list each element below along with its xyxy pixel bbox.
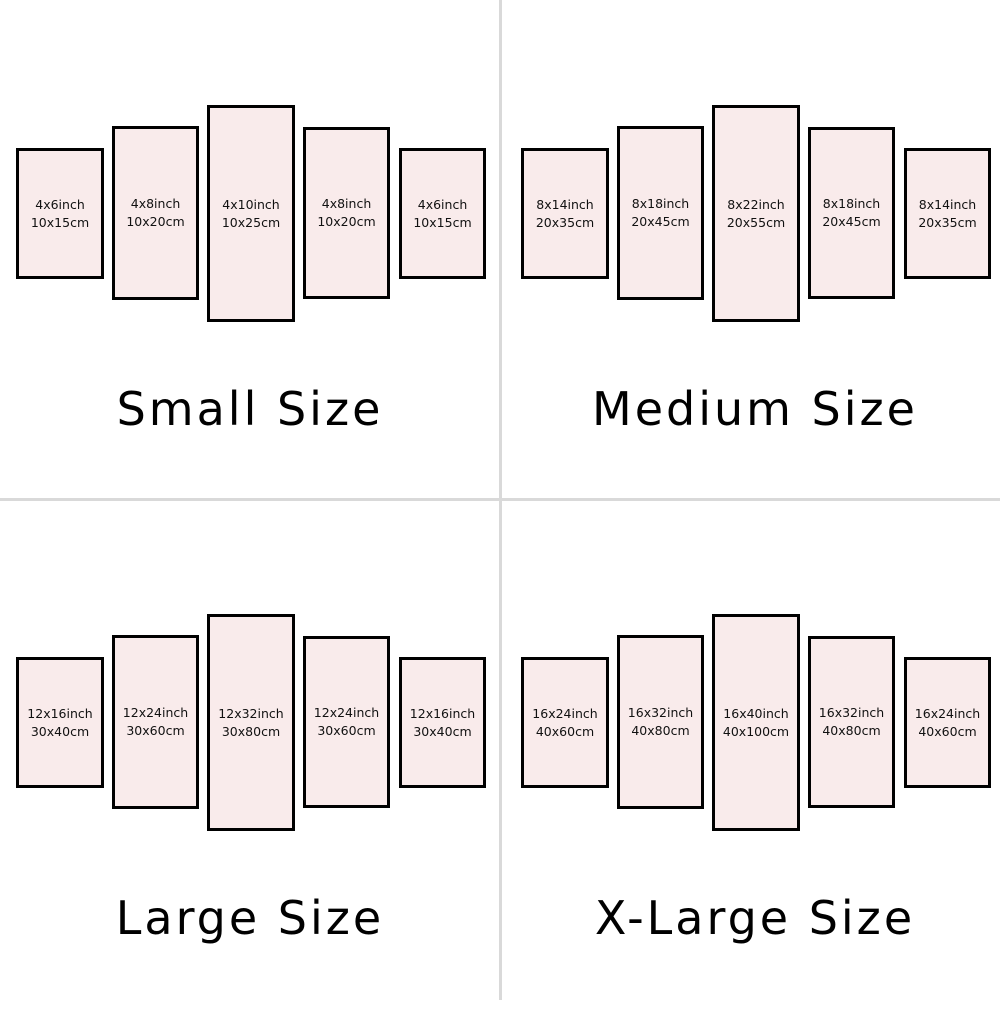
panel-size-cm: 30x80cm [221,723,281,739]
panel-size-cm: 10x25cm [221,214,281,230]
size-option-4: 16x24inch 40x60cm 16x32inch 40x80cm 16x40inc… [505,509,1000,1009]
panel-size-cm: 40x60cm [918,723,977,739]
panel-size-cm: 10x20cm [126,214,185,229]
panel-size-inch: 8x22inch [727,196,785,212]
panel-size-inch: 8x18inch [631,196,690,211]
panel-size-inch: 16x40inch [723,705,789,721]
canvas-panel: 12x24inch 30x60cm [303,636,390,808]
panel-size-cm: 40x80cm [631,723,690,738]
canvas-panel: 4x6inch 10x15cm [16,148,104,279]
canvas-panel: 12x32inch 30x80cm [207,614,295,831]
panel-size-inch: 16x32inch [627,705,694,720]
panel-size-cm: 40x80cm [822,723,881,738]
panel-size-inch: 4x6inch [417,196,468,212]
panel-size-cm: 10x15cm [30,214,90,230]
panel-size-inch: 4x8inch [321,196,372,211]
panel-size-cm: 20x35cm [535,214,595,230]
panel-size-inch: 4x10inch [222,196,280,212]
size-title: Small Size [116,382,384,436]
canvas-panel: 4x6inch 10x15cm [399,148,486,279]
canvas-panel: 4x10inch 10x25cm [207,105,295,322]
size-title: Medium Size [592,382,918,436]
panel-size-inch: 12x16inch [27,705,93,721]
panel-size-inch: 16x24inch [914,705,981,721]
size-option-3: 12x16inch 30x40cm 12x24inch 30x60cm 12x32inc… [0,509,500,1009]
panel-size-inch: 8x14inch [918,196,977,212]
panel-size-cm: 30x40cm [30,723,90,739]
canvas-panel: 16x40inch 40x100cm [712,614,800,831]
canvas-panel: 8x14inch 20x35cm [521,148,609,279]
canvas-panel: 8x14inch 20x35cm [904,148,991,279]
panel-size-inch: 12x32inch [218,705,284,721]
size-title: Large Size [115,891,385,945]
canvas-panel: 4x8inch 10x20cm [303,127,390,299]
panel-size-cm: 30x60cm [317,723,376,738]
panel-size-cm: 20x35cm [918,214,977,230]
canvas-panel: 8x22inch 20x55cm [712,105,800,322]
size-title: X-Large Size [594,891,916,945]
horizontal-divider [0,498,1000,501]
canvas-panel: 8x18inch 20x45cm [617,126,704,300]
panel-size-cm: 10x15cm [413,214,472,230]
panel-size-cm: 20x45cm [631,214,690,229]
panel-size-inch: 8x18inch [822,196,881,211]
canvas-panel: 16x24inch 40x60cm [904,657,991,788]
panel-size-cm: 30x40cm [413,723,472,739]
panel-size-inch: 12x24inch [122,705,189,720]
panel-size-inch: 12x16inch [409,705,476,721]
canvas-panel: 12x24inch 30x60cm [112,635,199,809]
panel-size-cm: 20x55cm [726,214,786,230]
panel-size-cm: 30x60cm [126,723,185,738]
panel-size-inch: 8x14inch [536,196,594,212]
size-option-2: 8x14inch 20x35cm 8x18inch 20x45cm 8x22inch 20… [505,0,1000,500]
panel-size-inch: 16x32inch [818,705,885,720]
size-option-1: 4x6inch 10x15cm 4x8inch 10x20cm 4x10inch 10x2… [0,0,500,500]
canvas-panel: 16x24inch 40x60cm [521,657,609,788]
panel-size-inch: 4x6inch [35,196,85,212]
panel-size-cm: 10x20cm [317,214,376,229]
canvas-panel: 16x32inch 40x80cm [617,635,704,809]
canvas-panel: 12x16inch 30x40cm [16,657,104,788]
panel-size-inch: 16x24inch [532,705,598,721]
panel-size-cm: 20x45cm [822,214,881,229]
canvas-panel: 4x8inch 10x20cm [112,126,199,300]
canvas-panel: 16x32inch 40x80cm [808,636,895,808]
panel-size-inch: 4x8inch [130,196,181,211]
canvas-panel: 12x16inch 30x40cm [399,657,486,788]
panel-size-inch: 12x24inch [313,705,380,720]
canvas-panel: 8x18inch 20x45cm [808,127,895,299]
panel-size-cm: 40x60cm [535,723,595,739]
panel-size-cm: 40x100cm [722,723,790,739]
